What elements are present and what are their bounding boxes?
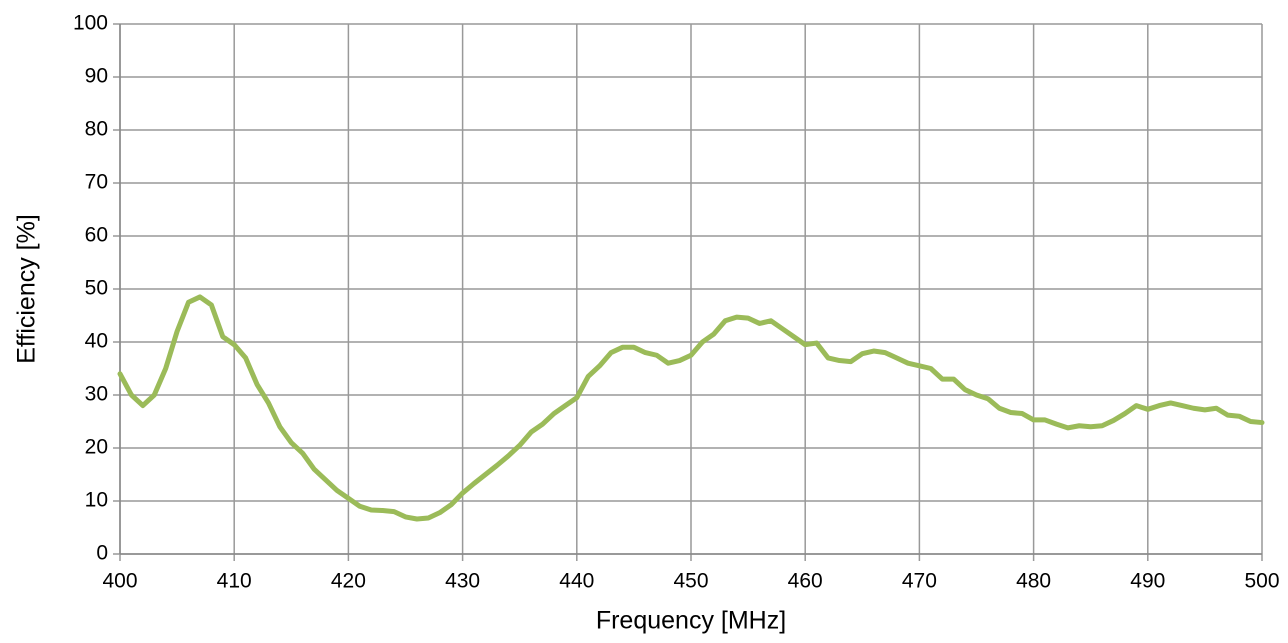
x-tick-label: 420 bbox=[331, 570, 366, 593]
x-tick-label: 400 bbox=[102, 570, 137, 593]
y-tick-label: 30 bbox=[85, 383, 108, 406]
y-tick-label: 20 bbox=[85, 436, 108, 459]
x-tick-label: 450 bbox=[673, 570, 708, 593]
x-tick-label: 490 bbox=[1130, 570, 1165, 593]
x-tick-label: 410 bbox=[217, 570, 252, 593]
y-tick-label: 10 bbox=[85, 489, 108, 512]
y-tick-label: 80 bbox=[85, 118, 108, 141]
y-tick-label: 70 bbox=[85, 171, 108, 194]
x-tick-label: 500 bbox=[1244, 570, 1279, 593]
y-axis-title: Efficiency [%] bbox=[13, 214, 41, 364]
y-tick-label: 0 bbox=[96, 542, 108, 565]
y-tick-label: 90 bbox=[85, 65, 108, 88]
x-tick-label: 460 bbox=[788, 570, 823, 593]
x-axis-title: Frequency [MHz] bbox=[596, 607, 786, 635]
x-tick-label: 480 bbox=[1016, 570, 1051, 593]
data-line bbox=[117, 294, 1265, 522]
y-tick-label: 100 bbox=[73, 12, 108, 35]
x-tick-label: 430 bbox=[445, 570, 480, 593]
x-tick-label: 470 bbox=[902, 570, 937, 593]
y-tick-label: 50 bbox=[85, 277, 108, 300]
x-tick-label: 440 bbox=[559, 570, 594, 593]
y-tick-label: 60 bbox=[85, 224, 108, 247]
y-tick-label: 40 bbox=[85, 330, 108, 353]
